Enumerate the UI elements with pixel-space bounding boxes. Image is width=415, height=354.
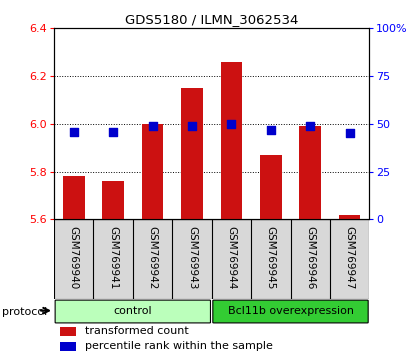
Title: GDS5180 / ILMN_3062534: GDS5180 / ILMN_3062534 bbox=[125, 13, 298, 26]
Point bbox=[347, 131, 353, 136]
Text: GSM769947: GSM769947 bbox=[344, 226, 355, 289]
Text: GSM769940: GSM769940 bbox=[68, 226, 79, 289]
Point bbox=[268, 127, 274, 132]
Point bbox=[228, 121, 235, 127]
Text: GSM769943: GSM769943 bbox=[187, 226, 197, 289]
Bar bbox=[60, 342, 76, 351]
Text: GSM769945: GSM769945 bbox=[266, 226, 276, 289]
Bar bbox=[142, 124, 164, 219]
Text: transformed count: transformed count bbox=[85, 326, 189, 336]
Bar bbox=[339, 215, 361, 219]
Point bbox=[71, 129, 77, 135]
Point bbox=[149, 123, 156, 129]
Text: GSM769946: GSM769946 bbox=[305, 226, 315, 289]
Point bbox=[307, 123, 314, 129]
FancyBboxPatch shape bbox=[213, 300, 368, 323]
Text: protocol: protocol bbox=[2, 307, 47, 317]
Bar bbox=[220, 62, 242, 219]
Text: GSM769944: GSM769944 bbox=[226, 226, 237, 289]
Text: GSM769941: GSM769941 bbox=[108, 226, 118, 289]
Text: control: control bbox=[113, 306, 152, 316]
Bar bbox=[63, 176, 85, 219]
Bar bbox=[181, 88, 203, 219]
Bar bbox=[102, 181, 124, 219]
Text: percentile rank within the sample: percentile rank within the sample bbox=[85, 342, 273, 352]
FancyBboxPatch shape bbox=[55, 300, 210, 323]
Bar bbox=[260, 155, 282, 219]
Point bbox=[189, 123, 195, 129]
Text: Bcl11b overexpression: Bcl11b overexpression bbox=[227, 306, 354, 316]
Text: GSM769942: GSM769942 bbox=[147, 226, 158, 289]
Bar bbox=[299, 126, 321, 219]
Bar bbox=[60, 327, 76, 336]
Point bbox=[110, 129, 117, 135]
